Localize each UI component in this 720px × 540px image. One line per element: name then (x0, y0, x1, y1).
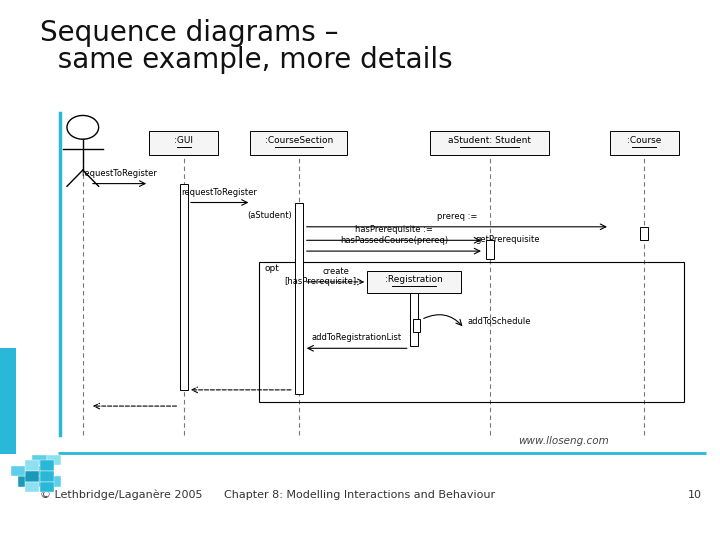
Bar (0, 348, 16, 454)
Bar (295, 202, 302, 394)
Bar (431, 131, 549, 155)
Bar (25, 471, 40, 482)
Text: opt: opt (264, 264, 279, 273)
Bar (40, 471, 54, 482)
Text: requestToRegister: requestToRegister (81, 168, 158, 178)
Bar (486, 240, 494, 259)
Bar (25, 482, 40, 492)
Bar (40, 460, 54, 471)
Bar (641, 227, 649, 240)
Text: :Registration: :Registration (385, 275, 443, 284)
Bar (47, 455, 61, 465)
Text: requestToRegister: requestToRegister (181, 187, 258, 197)
Text: www.lloseng.com: www.lloseng.com (518, 435, 609, 445)
Text: [hasPrerequisite]: [hasPrerequisite] (284, 277, 356, 286)
Bar (40, 482, 54, 492)
Text: hasPassedCourse(prereq): hasPassedCourse(prereq) (340, 236, 448, 245)
Text: :CourseSection: :CourseSection (265, 137, 333, 145)
Bar (32, 476, 47, 487)
Bar (180, 184, 187, 390)
Text: :GUI: :GUI (174, 137, 193, 145)
Text: addToSchedule: addToSchedule (468, 317, 531, 326)
Text: aStudent: Student: aStudent: Student (448, 137, 531, 145)
Bar (25, 460, 40, 471)
Bar (18, 465, 32, 476)
Text: 10: 10 (688, 489, 702, 500)
Text: hasPrerequisite :=: hasPrerequisite := (355, 225, 433, 234)
Text: create: create (322, 267, 349, 276)
Text: Chapter 8: Modelling Interactions and Behaviour: Chapter 8: Modelling Interactions and Be… (225, 489, 495, 500)
Bar (413, 319, 420, 332)
Bar (32, 455, 47, 465)
Bar (11, 465, 25, 476)
Bar (410, 293, 418, 346)
Text: :Course: :Course (627, 137, 662, 145)
Text: addToRegistrationList: addToRegistrationList (312, 333, 402, 342)
Text: same example, more details: same example, more details (40, 46, 452, 74)
Text: getPrerequisite: getPrerequisite (475, 235, 540, 245)
Text: (aStudent): (aStudent) (248, 211, 292, 220)
Bar (367, 271, 461, 293)
Bar (251, 131, 347, 155)
Bar (259, 262, 684, 402)
Bar (47, 476, 61, 487)
Bar (32, 465, 47, 476)
Bar (18, 476, 32, 487)
Bar (611, 131, 679, 155)
Bar (150, 131, 217, 155)
Text: Sequence diagrams –: Sequence diagrams – (40, 19, 338, 47)
Text: prereq :=: prereq := (436, 212, 477, 221)
Text: © Lethbridge/Laganère 2005: © Lethbridge/Laganère 2005 (40, 489, 202, 500)
